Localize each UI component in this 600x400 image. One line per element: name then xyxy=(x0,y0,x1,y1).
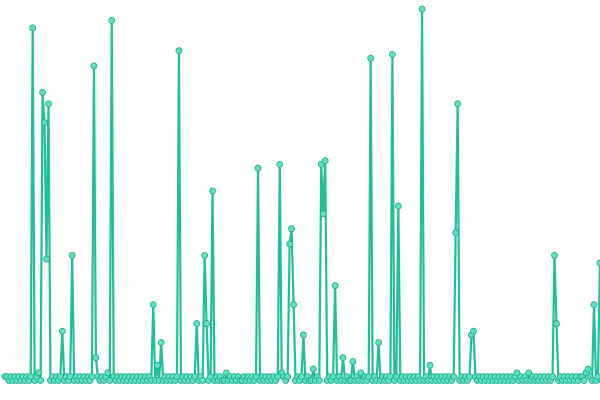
data-point xyxy=(290,301,297,309)
data-point xyxy=(254,164,262,172)
data-point xyxy=(454,100,462,108)
data-point xyxy=(92,354,100,362)
data-point xyxy=(594,373,600,381)
data-point xyxy=(284,373,292,381)
data-point xyxy=(43,255,50,263)
data-point xyxy=(426,361,434,369)
data-point xyxy=(315,377,323,384)
data-point xyxy=(29,24,37,32)
data-point xyxy=(470,327,477,335)
data-point xyxy=(276,160,284,168)
data-point xyxy=(367,54,375,62)
data-point xyxy=(88,373,96,381)
data-point xyxy=(193,320,201,327)
data-point xyxy=(199,377,207,384)
data-point xyxy=(452,229,460,237)
data-point xyxy=(41,119,48,127)
data-point xyxy=(58,327,66,335)
data-point xyxy=(418,5,426,13)
data-point xyxy=(319,210,327,218)
data-point xyxy=(157,339,165,346)
data-point xyxy=(203,320,211,327)
data-point xyxy=(288,225,296,233)
data-point xyxy=(590,301,598,309)
data-point xyxy=(580,377,588,384)
data-point xyxy=(553,320,560,327)
marker-layer xyxy=(1,5,600,384)
data-point xyxy=(349,358,357,365)
data-point xyxy=(201,251,209,259)
data-point xyxy=(389,51,396,58)
data-point xyxy=(450,373,458,381)
data-point xyxy=(339,354,347,362)
data-point xyxy=(466,373,473,381)
data-point xyxy=(45,100,52,108)
data-point xyxy=(300,331,307,339)
data-point xyxy=(321,157,329,165)
data-point xyxy=(394,202,402,210)
data-point xyxy=(551,251,558,259)
data-point xyxy=(309,365,317,373)
data-point xyxy=(549,373,556,381)
data-point xyxy=(68,251,76,259)
data-point xyxy=(104,369,112,377)
data-point xyxy=(375,339,382,346)
data-point xyxy=(331,282,339,290)
data-point xyxy=(108,16,116,24)
data-point xyxy=(35,369,42,377)
data-point xyxy=(149,301,157,309)
data-point xyxy=(209,187,216,195)
data-point xyxy=(90,62,98,70)
data-point xyxy=(175,47,183,55)
data-point xyxy=(286,240,294,248)
data-point xyxy=(153,361,161,369)
data-point xyxy=(584,365,592,373)
data-point xyxy=(37,377,44,384)
data-point xyxy=(39,88,46,96)
